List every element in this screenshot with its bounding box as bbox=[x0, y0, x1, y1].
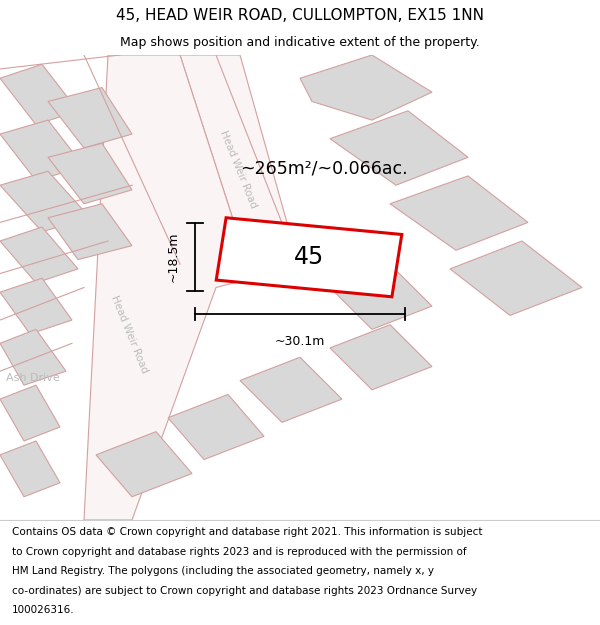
Polygon shape bbox=[0, 227, 78, 283]
Polygon shape bbox=[48, 143, 132, 204]
Text: to Crown copyright and database rights 2023 and is reproduced with the permissio: to Crown copyright and database rights 2… bbox=[12, 547, 467, 557]
Polygon shape bbox=[0, 120, 84, 181]
Polygon shape bbox=[330, 111, 468, 185]
Polygon shape bbox=[216, 217, 402, 297]
Text: 45: 45 bbox=[294, 245, 324, 269]
Polygon shape bbox=[330, 325, 432, 390]
Text: 100026316.: 100026316. bbox=[12, 605, 74, 615]
Polygon shape bbox=[300, 55, 432, 120]
Polygon shape bbox=[168, 394, 264, 459]
Text: ~30.1m: ~30.1m bbox=[275, 335, 325, 348]
Polygon shape bbox=[48, 204, 132, 259]
Polygon shape bbox=[0, 64, 78, 125]
Text: co-ordinates) are subject to Crown copyright and database rights 2023 Ordnance S: co-ordinates) are subject to Crown copyr… bbox=[12, 586, 477, 596]
Polygon shape bbox=[330, 264, 432, 329]
Text: Head Weir Road: Head Weir Road bbox=[109, 294, 149, 374]
Text: Ash Drive: Ash Drive bbox=[6, 373, 60, 383]
Polygon shape bbox=[240, 357, 342, 422]
Text: ~265m²/~0.066ac.: ~265m²/~0.066ac. bbox=[240, 160, 407, 178]
Text: 45, HEAD WEIR ROAD, CULLOMPTON, EX15 1NN: 45, HEAD WEIR ROAD, CULLOMPTON, EX15 1NN bbox=[116, 8, 484, 23]
Polygon shape bbox=[0, 329, 66, 385]
Polygon shape bbox=[0, 385, 60, 441]
Text: ~18.5m: ~18.5m bbox=[167, 232, 180, 282]
Text: Head Weir Road: Head Weir Road bbox=[218, 129, 259, 209]
Polygon shape bbox=[450, 241, 582, 316]
Text: HM Land Registry. The polygons (including the associated geometry, namely x, y: HM Land Registry. The polygons (includin… bbox=[12, 566, 434, 576]
Polygon shape bbox=[390, 176, 528, 250]
Text: Map shows position and indicative extent of the property.: Map shows position and indicative extent… bbox=[120, 36, 480, 49]
Polygon shape bbox=[84, 55, 252, 520]
Polygon shape bbox=[48, 88, 132, 148]
Text: Contains OS data © Crown copyright and database right 2021. This information is : Contains OS data © Crown copyright and d… bbox=[12, 528, 482, 538]
Polygon shape bbox=[0, 441, 60, 497]
Polygon shape bbox=[0, 171, 90, 232]
Polygon shape bbox=[96, 432, 192, 497]
Polygon shape bbox=[180, 55, 300, 278]
Polygon shape bbox=[0, 278, 72, 334]
